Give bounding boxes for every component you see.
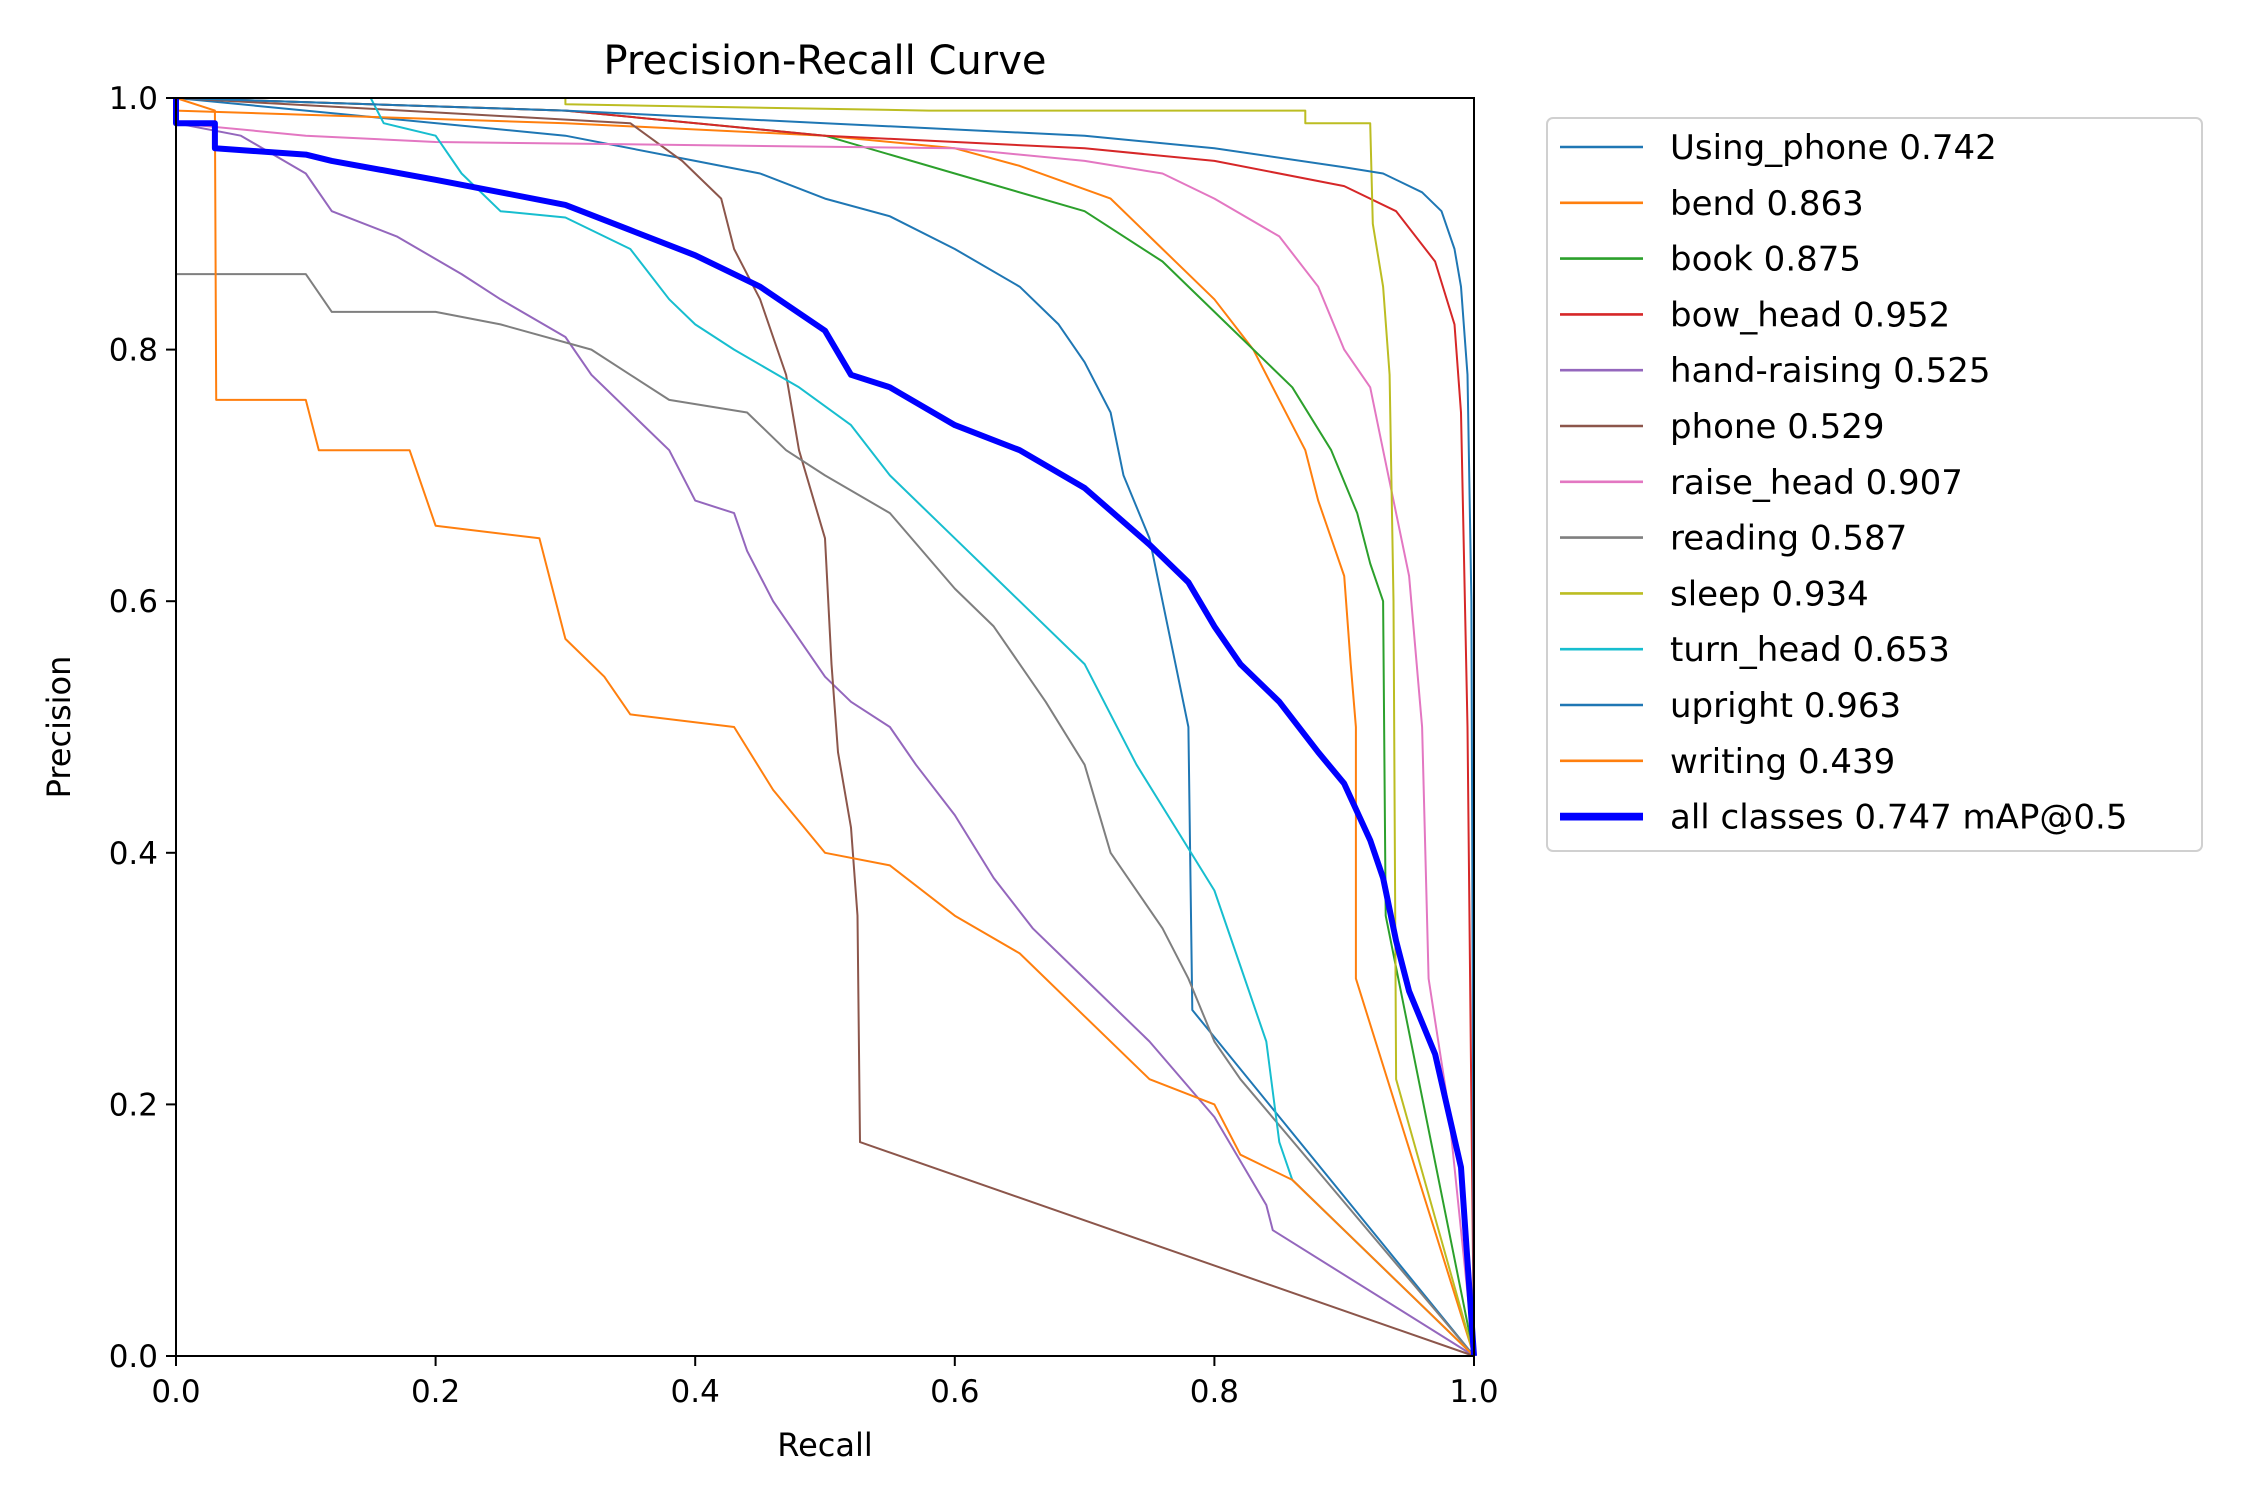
x-tick-label: 0.2 (411, 1374, 460, 1410)
legend-entry: turn_head 0.653 (1670, 630, 1950, 670)
series-line-8 (176, 97, 1475, 1357)
plot-frame (175, 97, 1475, 1357)
legend-entry: sleep 0.934 (1670, 574, 1869, 614)
legend-entry: raise_head 0.907 (1670, 463, 1963, 503)
series-line-4 (175, 122, 1475, 1357)
series-line-1 (175, 109, 1475, 1357)
legend: Using_phone 0.742 bend 0.863 book 0.875 bow… (1546, 117, 2203, 852)
series-line-7 (176, 273, 1475, 1357)
y-axis-label: Precision (40, 656, 78, 799)
series-line-9 (176, 97, 1475, 1357)
legend-entry: Using_phone 0.742 (1670, 128, 1997, 168)
y-tick-label: 0.6 (109, 584, 158, 620)
x-tick-label: 1.0 (1449, 1374, 1498, 1410)
legend-entry: upright 0.963 (1670, 686, 1901, 726)
x-axis-label: Recall (777, 1426, 872, 1464)
x-tick-label: 0.8 (1190, 1374, 1239, 1410)
series-line-6 (175, 122, 1475, 1357)
legend-entry: phone 0.529 (1670, 407, 1885, 447)
x-tick-label: 0.0 (151, 1374, 200, 1410)
legend-entry: book 0.875 (1670, 240, 1861, 280)
legend-entry: bow_head 0.952 (1670, 295, 1950, 335)
x-tick-label: 0.6 (930, 1374, 979, 1410)
chart-title: Precision-Recall Curve (604, 38, 1047, 84)
plot-lines (173, 97, 1477, 1357)
y-tick-label: 0.2 (109, 1087, 158, 1123)
legend-entry: all classes 0.747 mAP@0.5 (1670, 798, 2127, 838)
series-line-0 (175, 97, 1475, 1357)
legend-entry: hand-raising 0.525 (1670, 351, 1990, 391)
legend-entry: writing 0.439 (1670, 742, 1895, 782)
legend-entry: reading 0.587 (1670, 519, 1907, 559)
series-line-12 (173, 98, 1477, 1357)
series-line-2 (175, 97, 1475, 1357)
series-line-11 (175, 97, 1475, 1357)
y-tick-label: 0.0 (109, 1339, 158, 1375)
x-tick-label: 0.4 (671, 1374, 720, 1410)
y-axis: 0.0 0.2 0.4 0.6 0.8 1.0 (109, 81, 176, 1375)
y-tick-label: 1.0 (109, 81, 158, 117)
series-line-5 (175, 97, 1475, 1357)
y-tick-label: 0.8 (109, 333, 158, 369)
legend-entry: bend 0.863 (1670, 184, 1864, 224)
series-line-10 (175, 97, 1475, 1357)
y-tick-label: 0.4 (109, 836, 158, 872)
series-line-3 (175, 97, 1475, 1357)
x-axis: 0.0 0.2 0.4 0.6 0.8 1.0 (151, 1356, 1499, 1410)
legend-box (1546, 117, 2203, 852)
